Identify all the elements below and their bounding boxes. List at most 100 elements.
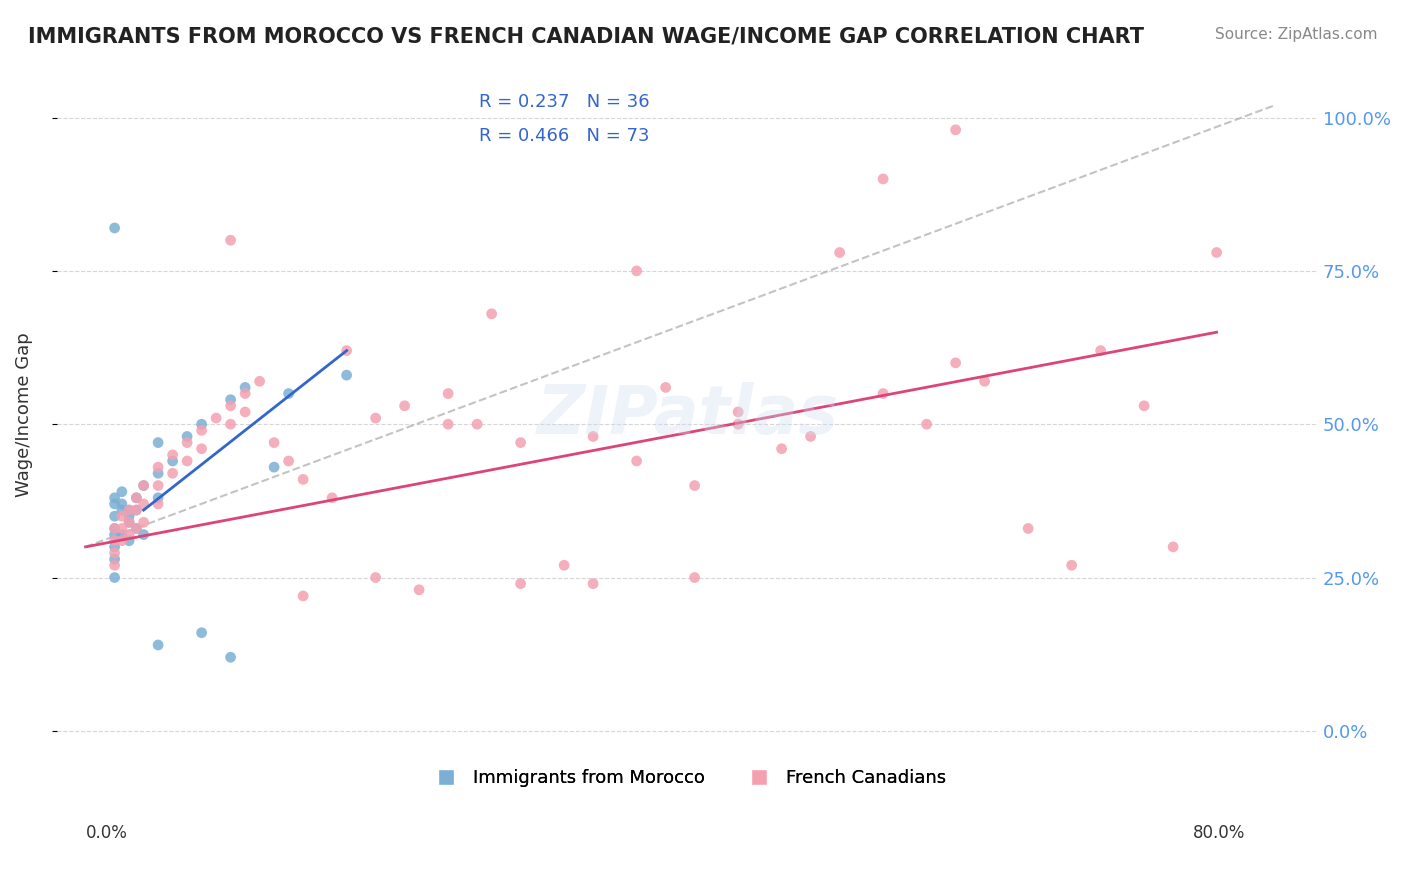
Point	[190, 423, 212, 437]
Text: 0.0%: 0.0%	[86, 824, 128, 842]
Point	[162, 448, 184, 462]
Point	[125, 521, 148, 535]
Point	[219, 417, 242, 432]
Point	[800, 429, 823, 443]
Point	[111, 527, 134, 541]
Point	[118, 527, 141, 541]
Point	[132, 497, 155, 511]
Point	[872, 386, 894, 401]
Point	[1090, 343, 1112, 358]
Point	[437, 417, 460, 432]
Point	[146, 478, 169, 492]
Point	[249, 374, 271, 388]
Point	[654, 380, 676, 394]
Point	[125, 503, 148, 517]
Point	[118, 503, 141, 517]
Point	[118, 503, 141, 517]
Text: ZIPatlas: ZIPatlas	[536, 382, 838, 448]
Point	[277, 386, 299, 401]
Legend: Immigrants from Morocco, French Canadians: Immigrants from Morocco, French Canadian…	[420, 762, 953, 794]
Point	[408, 582, 430, 597]
Point	[132, 478, 155, 492]
Text: R = 0.237   N = 36: R = 0.237 N = 36	[479, 93, 650, 111]
Point	[190, 442, 212, 456]
Point	[437, 386, 460, 401]
Point	[104, 546, 127, 560]
Point	[1161, 540, 1184, 554]
Point	[481, 307, 503, 321]
Text: IMMIGRANTS FROM MOROCCO VS FRENCH CANADIAN WAGE/INCOME GAP CORRELATION CHART: IMMIGRANTS FROM MOROCCO VS FRENCH CANADI…	[28, 27, 1144, 46]
Point	[176, 435, 198, 450]
Point	[945, 123, 967, 137]
Point	[176, 429, 198, 443]
Point	[292, 472, 315, 486]
Text: R = 0.466   N = 73: R = 0.466 N = 73	[479, 128, 650, 145]
Point	[321, 491, 343, 505]
Point	[118, 516, 141, 530]
Point	[465, 417, 488, 432]
Point	[146, 497, 169, 511]
Point	[104, 570, 127, 584]
Point	[872, 172, 894, 186]
Point	[146, 467, 169, 481]
Point	[104, 558, 127, 573]
Point	[336, 343, 359, 358]
Text: Source: ZipAtlas.com: Source: ZipAtlas.com	[1215, 27, 1378, 42]
Point	[336, 368, 359, 383]
Point	[219, 233, 242, 247]
Point	[104, 491, 127, 505]
Point	[190, 417, 212, 432]
Point	[125, 503, 148, 517]
Point	[118, 516, 141, 530]
Point	[828, 245, 851, 260]
Point	[364, 411, 387, 425]
Point	[394, 399, 416, 413]
Point	[219, 392, 242, 407]
Point	[770, 442, 793, 456]
Point	[509, 576, 531, 591]
Point	[364, 570, 387, 584]
Point	[233, 405, 256, 419]
Point	[915, 417, 938, 432]
Point	[205, 411, 228, 425]
Point	[727, 417, 749, 432]
Point	[683, 570, 706, 584]
Point	[111, 533, 134, 548]
Point	[219, 650, 242, 665]
Y-axis label: Wage/Income Gap: Wage/Income Gap	[15, 333, 32, 498]
Point	[146, 638, 169, 652]
Point	[582, 429, 605, 443]
Point	[219, 399, 242, 413]
Point	[104, 521, 127, 535]
Point	[292, 589, 315, 603]
Point	[146, 491, 169, 505]
Point	[111, 503, 134, 517]
Point	[104, 552, 127, 566]
Point	[104, 521, 127, 535]
Point	[104, 533, 127, 548]
Point	[118, 509, 141, 524]
Point	[263, 460, 285, 475]
Point	[104, 527, 127, 541]
Point	[233, 386, 256, 401]
Point	[104, 497, 127, 511]
Point	[111, 484, 134, 499]
Point	[1205, 245, 1227, 260]
Point	[125, 521, 148, 535]
Point	[1133, 399, 1156, 413]
Point	[683, 478, 706, 492]
Point	[125, 491, 148, 505]
Point	[626, 264, 648, 278]
Point	[190, 625, 212, 640]
Point	[727, 405, 749, 419]
Point	[1060, 558, 1083, 573]
Point	[111, 497, 134, 511]
Point	[104, 221, 127, 235]
Point	[104, 540, 127, 554]
Point	[132, 527, 155, 541]
Point	[176, 454, 198, 468]
Point	[111, 509, 134, 524]
Point	[162, 467, 184, 481]
Point	[277, 454, 299, 468]
Point	[973, 374, 995, 388]
